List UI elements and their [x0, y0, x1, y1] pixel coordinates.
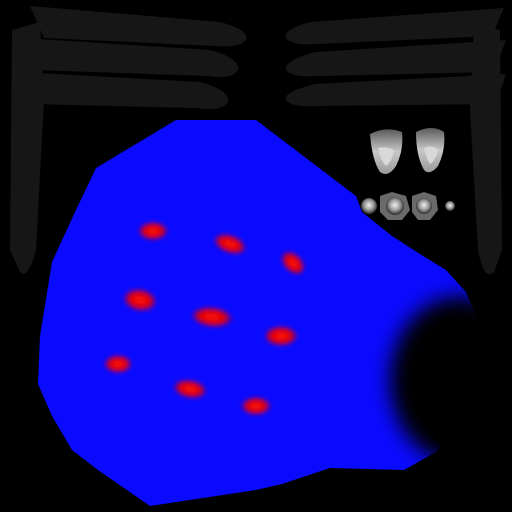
eye-cluster	[361, 128, 455, 220]
spot	[190, 305, 234, 329]
eye-glow	[361, 198, 377, 214]
leg-vertical	[470, 24, 502, 275]
mouth-shadow	[390, 296, 512, 464]
fang-detail	[378, 147, 394, 166]
shadow-core	[414, 318, 504, 448]
body-fill	[38, 120, 476, 506]
leg-segment	[285, 8, 504, 45]
fang-detail	[424, 146, 438, 164]
leg-segment	[20, 72, 229, 110]
spot	[103, 354, 133, 374]
leg-strip-right	[285, 8, 506, 275]
leg-segment	[285, 74, 506, 107]
leg-segment	[285, 40, 506, 77]
leg-strip-left	[10, 6, 247, 274]
body-panel	[38, 120, 476, 506]
spot	[137, 221, 169, 241]
spot	[240, 396, 272, 416]
leg-segment	[24, 38, 239, 78]
eye-glow	[386, 197, 404, 215]
spot	[172, 378, 208, 400]
spot	[280, 250, 306, 276]
leg-segment	[30, 6, 247, 47]
spot	[212, 232, 248, 256]
eye-glow	[445, 201, 455, 211]
spot	[122, 287, 158, 313]
eye-glow	[416, 198, 432, 214]
leg-vertical	[10, 22, 44, 274]
spot-cluster	[103, 221, 306, 416]
spot	[263, 325, 299, 347]
